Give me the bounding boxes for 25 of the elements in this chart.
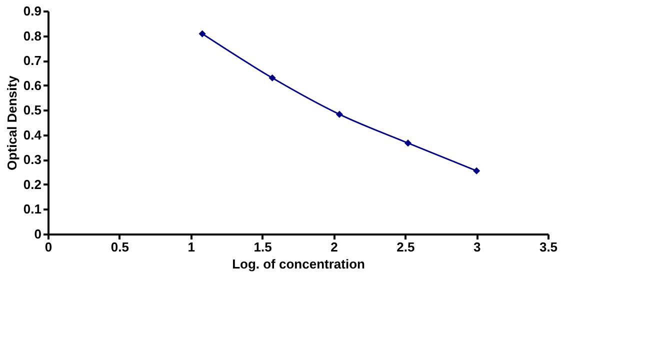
point <box>198 30 206 38</box>
y-tick-label: 0.3 <box>23 152 42 168</box>
y-tick-label: 0.7 <box>23 53 42 68</box>
point <box>404 140 412 147</box>
point <box>473 167 480 174</box>
x-tick-label: 1.5 <box>254 240 272 254</box>
y-tick-label: 0.4 <box>23 127 42 142</box>
x-tick-label: 3 <box>473 240 481 254</box>
y-tick-label: 0.6 <box>23 78 42 93</box>
y-tick-label: 0.9 <box>23 4 42 18</box>
x-tick-label: 0 <box>44 240 52 254</box>
x-tick-label: 2.5 <box>396 240 415 254</box>
x-axis-title: Log. of concentration <box>232 256 365 272</box>
y-tick-label: 0.8 <box>23 28 42 44</box>
x-tick-label: 3.5 <box>539 240 558 254</box>
x-tick-label: 0.5 <box>110 240 129 254</box>
y-axis-title: Optical Density <box>4 74 20 170</box>
point <box>268 74 276 82</box>
y-tick-label: 0.1 <box>23 202 42 217</box>
x-tick-label: 2 <box>330 240 338 254</box>
y-tick-label: 0.5 <box>23 102 42 118</box>
y-tick-label: 0 <box>34 226 42 242</box>
point <box>336 110 343 118</box>
y-tick-label: 0.2 <box>23 176 42 192</box>
x-tick-label: 1 <box>188 240 195 254</box>
